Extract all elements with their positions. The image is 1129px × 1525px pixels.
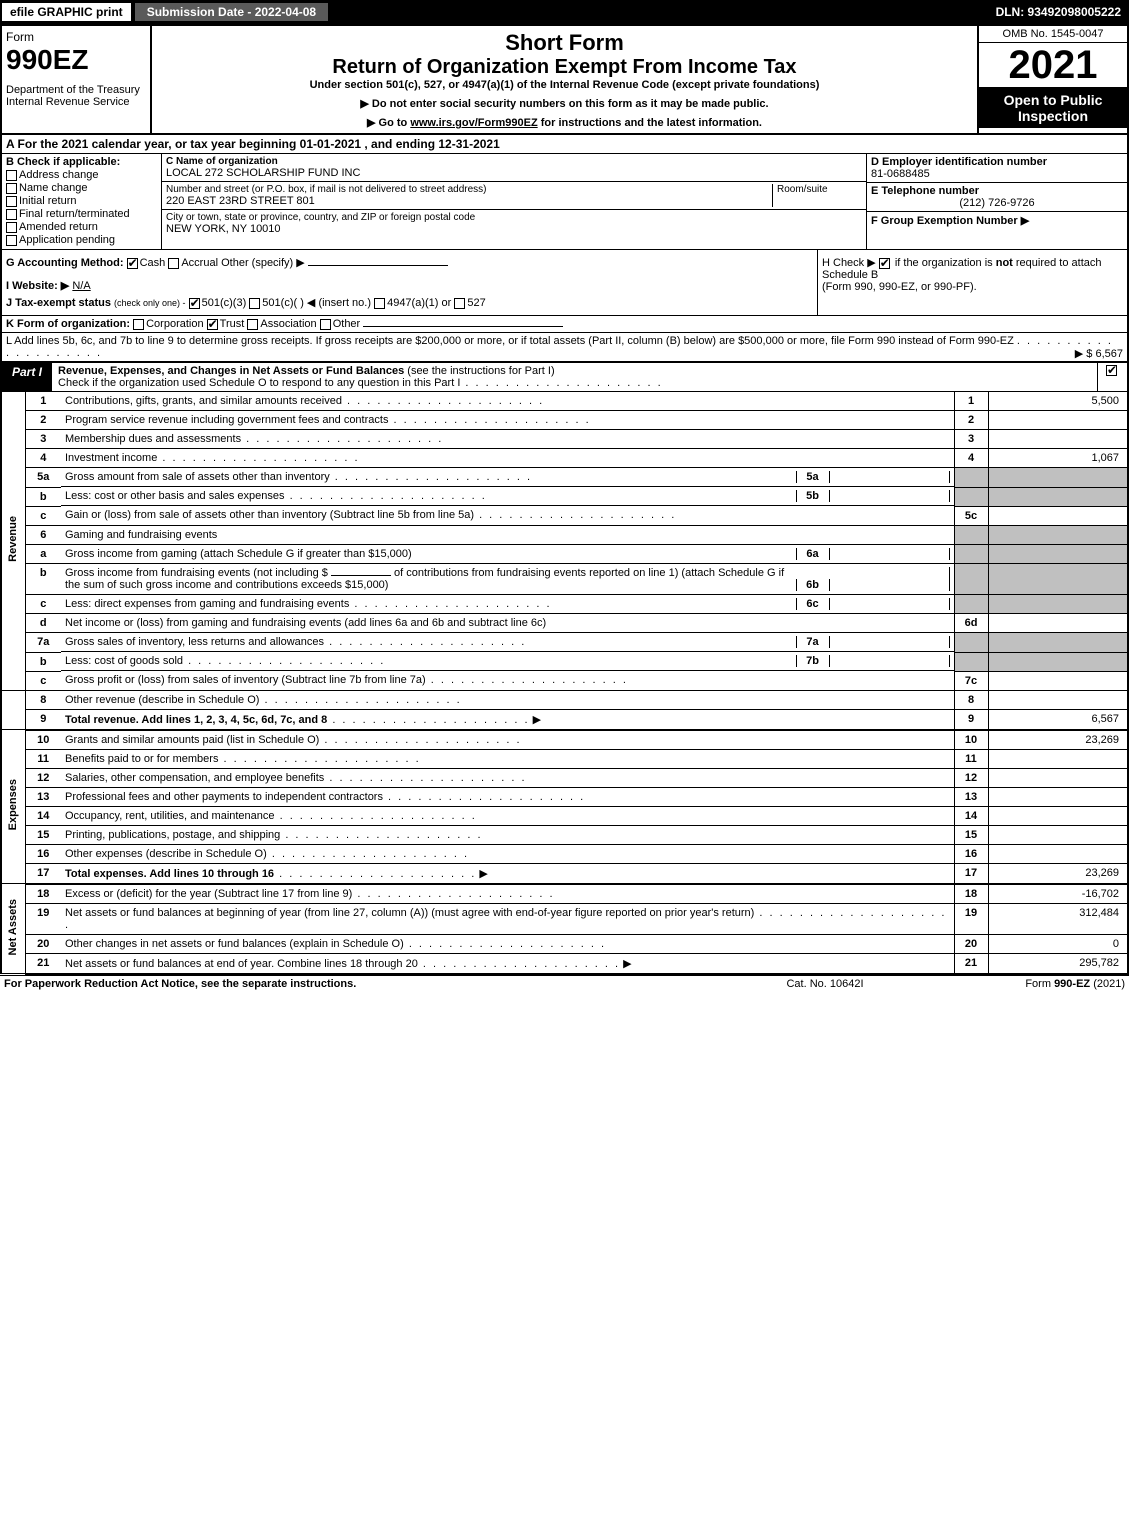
col-b: B Check if applicable: Address change Na… [2, 154, 162, 249]
row-a: A For the 2021 calendar year, or tax yea… [0, 135, 1129, 154]
top-bar: efile GRAPHIC print Submission Date - 20… [0, 0, 1129, 24]
cb-accrual[interactable] [168, 258, 179, 269]
row-l: L Add lines 5b, 6c, and 7b to line 9 to … [0, 333, 1129, 363]
g-accounting: G Accounting Method: Cash Accrual Other … [2, 250, 817, 315]
side-netassets: Net Assets [7, 899, 19, 955]
cb-cash[interactable] [127, 258, 138, 269]
form-title: Return of Organization Exempt From Incom… [156, 56, 973, 79]
cb-501c3[interactable] [189, 298, 200, 309]
part-check[interactable] [1097, 363, 1127, 391]
row-k: K Form of organization: Corporation Trus… [0, 316, 1129, 333]
footer-right: Form 990-EZ (2021) [925, 978, 1125, 990]
form-header: Form 990EZ Department of the Treasury In… [0, 24, 1129, 135]
dept-1: Department of the Treasury [6, 84, 146, 96]
line-1-val: 5,500 [988, 392, 1128, 411]
line-18-val: -16,702 [988, 884, 1128, 904]
dept-2: Internal Revenue Service [6, 96, 146, 108]
cb-4947[interactable] [374, 298, 385, 309]
part-title: Revenue, Expenses, and Changes in Net As… [52, 363, 1097, 391]
line-20-val: 0 [988, 934, 1128, 953]
line-17-val: 23,269 [988, 863, 1128, 884]
i-website-lbl: I Website: ▶ [6, 280, 69, 292]
f-group: F Group Exemption Number ▶ [867, 212, 1127, 229]
cb-final-return[interactable]: Final return/terminated [6, 208, 157, 220]
submission-date: Submission Date - 2022-04-08 [133, 1, 330, 23]
part-tab: Part I [2, 363, 52, 391]
cb-527[interactable] [454, 298, 465, 309]
c-city: City or town, state or province, country… [162, 210, 866, 237]
cb-association[interactable] [247, 319, 258, 330]
room-suite-lbl: Room/suite [772, 184, 862, 207]
efile-label[interactable]: efile GRAPHIC print [0, 1, 133, 23]
line-21-val: 295,782 [988, 953, 1128, 974]
side-expenses: Expenses [7, 779, 19, 830]
footer-left: For Paperwork Reduction Act Notice, see … [4, 978, 725, 990]
part1-table: Revenue 1Contributions, gifts, grants, a… [0, 392, 1129, 975]
col-def: D Employer identification number 81-0688… [867, 154, 1127, 249]
org-name: LOCAL 272 SCHOLARSHIP FUND INC [166, 167, 862, 179]
line-19-val: 312,484 [988, 903, 1128, 934]
cb-501c[interactable] [249, 298, 260, 309]
line-9-val: 6,567 [988, 709, 1128, 730]
cb-corporation[interactable] [133, 319, 144, 330]
side-revenue: Revenue [7, 516, 19, 562]
d-ein: D Employer identification number 81-0688… [867, 154, 1127, 183]
tax-year: 2021 [979, 43, 1127, 88]
ein-value: 81-0688485 [871, 168, 1123, 180]
irs-link[interactable]: www.irs.gov/Form990EZ [410, 117, 537, 129]
col-c: C Name of organization LOCAL 272 SCHOLAR… [162, 154, 867, 249]
line-4-val: 1,067 [988, 449, 1128, 468]
form-word: Form [6, 30, 146, 44]
line-10-val: 23,269 [988, 730, 1128, 750]
header-right: OMB No. 1545-0047 2021 Open to Public In… [977, 26, 1127, 133]
org-city: NEW YORK, NY 10010 [166, 223, 862, 235]
cb-address-change[interactable]: Address change [6, 169, 157, 181]
footer-center: Cat. No. 10642I [725, 978, 925, 990]
cb-amended-return[interactable]: Amended return [6, 221, 157, 233]
e-phone: E Telephone number (212) 726-9726 [867, 183, 1127, 212]
part-1-header: Part I Revenue, Expenses, and Changes in… [0, 363, 1129, 392]
cb-trust[interactable] [207, 319, 218, 330]
b-label: B Check if applicable: [6, 156, 157, 168]
cb-h[interactable] [879, 258, 890, 269]
c-street: Number and street (or P.O. box, if mail … [162, 182, 866, 210]
form-number: 990EZ [6, 44, 146, 76]
header-left: Form 990EZ Department of the Treasury In… [2, 26, 152, 133]
org-street: 220 EAST 23RD STREET 801 [166, 195, 772, 207]
cb-application-pending[interactable]: Application pending [6, 234, 157, 246]
row-gh: G Accounting Method: Cash Accrual Other … [0, 250, 1129, 316]
section-bcdef: B Check if applicable: Address change Na… [0, 154, 1129, 250]
l-value: ▶ $ 6,567 [1075, 347, 1123, 360]
header-center: Short Form Return of Organization Exempt… [152, 26, 977, 133]
goto-instructions: ▶ Go to www.irs.gov/Form990EZ for instru… [156, 116, 973, 129]
footer: For Paperwork Reduction Act Notice, see … [0, 975, 1129, 992]
website-val: N/A [72, 280, 90, 292]
c-name: C Name of organization LOCAL 272 SCHOLAR… [162, 154, 866, 182]
h-check: H Check ▶ if the organization is not req… [817, 250, 1127, 315]
omb-number: OMB No. 1545-0047 [979, 26, 1127, 43]
j-tax-exempt: J Tax-exempt status (check only one) - 5… [6, 296, 813, 309]
cb-other[interactable] [320, 319, 331, 330]
short-form: Short Form [156, 30, 973, 56]
dln: DLN: 93492098005222 [996, 5, 1129, 19]
phone-value: (212) 726-9726 [871, 197, 1123, 209]
cb-initial-return[interactable]: Initial return [6, 195, 157, 207]
open-inspection: Open to Public Inspection [979, 88, 1127, 128]
under-section: Under section 501(c), 527, or 4947(a)(1)… [156, 79, 973, 91]
ssn-warning: ▶ Do not enter social security numbers o… [156, 97, 973, 110]
cb-name-change[interactable]: Name change [6, 182, 157, 194]
